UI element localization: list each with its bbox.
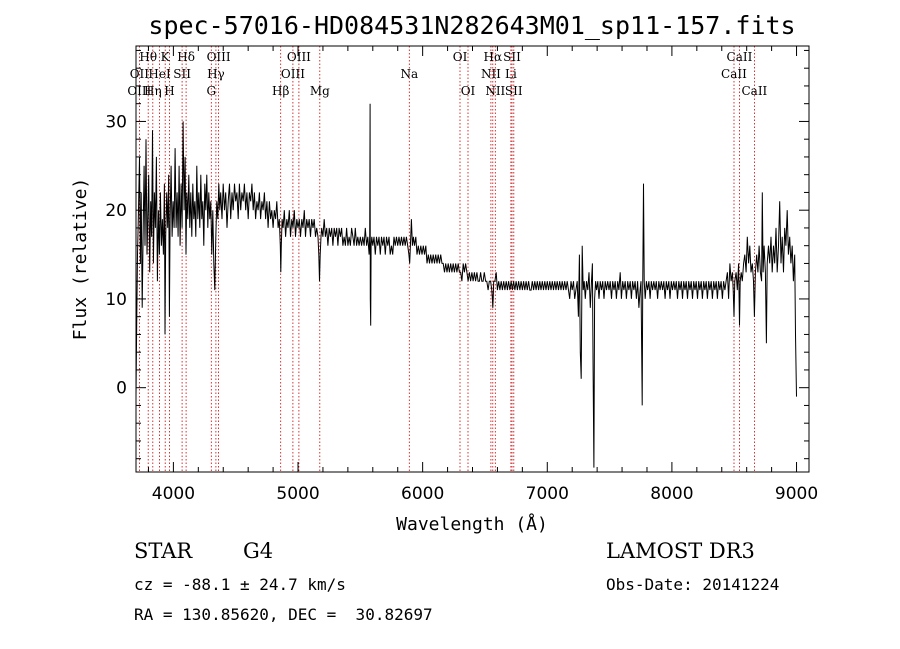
line-marker-label: Hη: [144, 84, 162, 98]
axis-ticks: [136, 46, 809, 472]
survey-name: LAMOST DR3: [606, 539, 755, 563]
line-marker-label: NII: [481, 67, 501, 81]
line-marker-label: OI: [461, 84, 476, 98]
y-axis-label: Flux (relative): [70, 178, 91, 341]
line-marker-label: Hβ: [272, 84, 289, 98]
line-marker-label: SII: [505, 84, 523, 98]
line-marker-label: OIII: [207, 50, 231, 64]
line-marker-label: Na: [400, 67, 418, 81]
line-markers: [138, 46, 755, 472]
spectrum-line: [136, 103, 797, 468]
line-marker-label: OI: [453, 50, 468, 64]
line-marker-label: OIII: [281, 67, 305, 81]
object-class: STAR: [134, 539, 193, 563]
axis-tick-labels: 4000 5000 6000 7000 8000 9000 0 10 20 30: [105, 112, 818, 504]
x-tick-label: 5000: [276, 484, 319, 504]
y-tick-label: 20: [105, 201, 127, 221]
x-tick-label: 8000: [650, 484, 693, 504]
y-tick-label: 10: [105, 290, 127, 310]
chart-title: spec-57016-HD084531N282643M01_sp11-157.f…: [148, 11, 795, 40]
plot-frame: [135, 45, 810, 473]
coordinates: RA = 130.85620, DEC = 30.82697: [134, 605, 433, 624]
line-marker-label: CaII: [727, 50, 753, 64]
obs-date: Obs-Date: 20141224: [606, 575, 780, 594]
line-marker-label: CaII: [721, 67, 747, 81]
line-marker-label: Mg: [310, 84, 330, 98]
line-marker-label: OII: [130, 67, 150, 81]
object-subclass: G4: [243, 539, 274, 563]
line-marker-label: Hθ: [139, 50, 157, 64]
y-tick-label: 0: [116, 379, 127, 399]
line-marker-label: Hδ: [177, 50, 195, 64]
line-marker-label: OIII: [287, 50, 311, 64]
spectrum-series: [136, 103, 797, 468]
x-tick-label: 6000: [401, 484, 444, 504]
line-marker-label: G: [206, 84, 216, 98]
x-tick-label: 4000: [152, 484, 195, 504]
line-marker-label: H: [164, 84, 174, 98]
line-marker-label: Hγ: [207, 67, 225, 81]
line-marker-label: OIII: [127, 84, 151, 98]
line-marker-label: Hα: [484, 50, 503, 64]
x-axis-label: Wavelength (Å): [396, 513, 548, 535]
y-tick-label: 30: [105, 112, 127, 132]
redshift-value: cz = -88.1 ± 24.7 km/s: [134, 575, 346, 594]
line-marker-label: K: [161, 50, 171, 64]
x-tick-label: 7000: [526, 484, 569, 504]
line-marker-label: CaII: [741, 84, 767, 98]
line-marker-label: HeI: [148, 67, 171, 81]
line-marker-label: SII: [503, 50, 521, 64]
line-marker-label: NII: [485, 84, 505, 98]
x-tick-label: 9000: [775, 484, 818, 504]
line-marker-label: Li: [505, 67, 517, 81]
line-marker-label: SII: [173, 67, 191, 81]
